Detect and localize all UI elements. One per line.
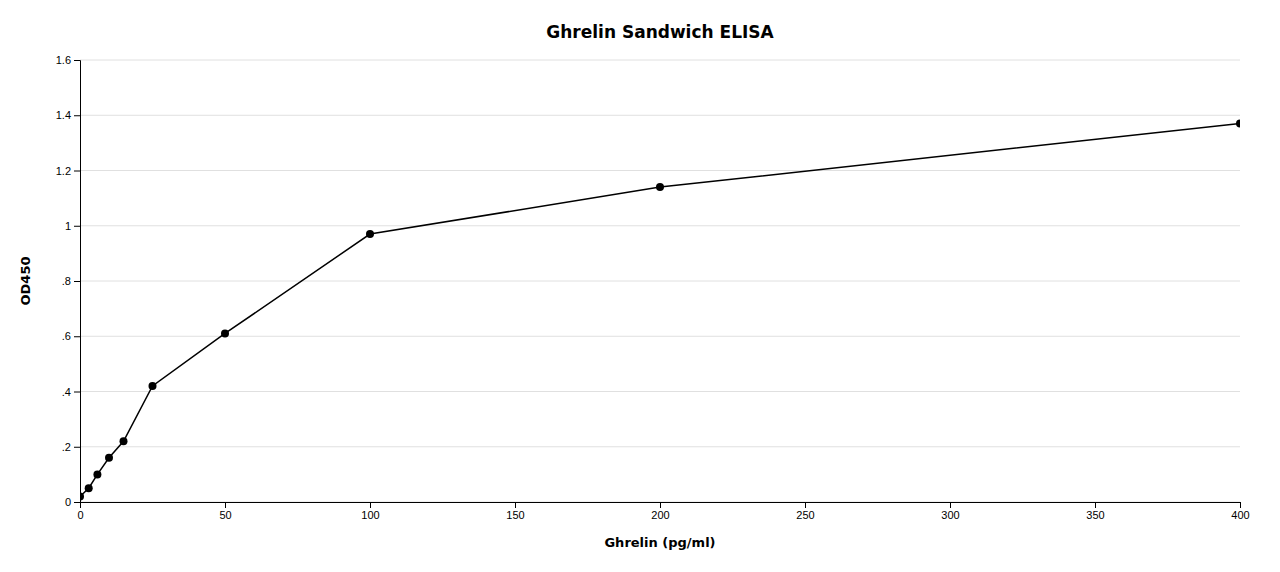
x-tick: 100 <box>361 502 379 521</box>
x-tick-mark <box>225 502 226 508</box>
y-tick: .8 <box>62 275 80 287</box>
y-tick-label: 1 <box>65 220 71 232</box>
grid <box>80 60 1240 502</box>
y-tick-mark <box>74 336 80 337</box>
y-tick-mark <box>74 502 80 503</box>
y-tick-label: 0 <box>65 496 71 508</box>
line <box>80 124 1240 497</box>
x-tick: 50 <box>219 502 231 521</box>
x-tick-mark <box>950 502 951 508</box>
point <box>221 329 229 337</box>
x-tick-mark <box>1095 502 1096 508</box>
point <box>656 183 664 191</box>
y-tick-mark <box>74 392 80 393</box>
point <box>80 492 84 500</box>
x-tick: 150 <box>506 502 524 521</box>
y-tick: 1.2 <box>56 165 80 177</box>
y-tick-label: 1.6 <box>56 54 71 66</box>
grid-line <box>80 225 1240 226</box>
x-tick: 300 <box>941 502 959 521</box>
y-tick-mark <box>74 171 80 172</box>
point <box>366 230 374 238</box>
x-tick-label: 400 <box>1231 509 1249 521</box>
x-tick: 350 <box>1086 502 1104 521</box>
grid-line <box>80 170 1240 171</box>
grid-line <box>80 336 1240 337</box>
x-tick-label: 50 <box>219 509 231 521</box>
y-tick-label: .4 <box>62 386 71 398</box>
data-layer <box>80 120 1240 501</box>
y-axis: 0 .2 .4 .6 .8 1 1.2 1.4 1.6 <box>56 54 81 508</box>
point <box>93 470 101 478</box>
x-tick-label: 150 <box>506 509 524 521</box>
grid-line <box>80 115 1240 116</box>
y-tick-label: 1.2 <box>56 165 71 177</box>
grid-line <box>80 281 1240 282</box>
x-tick-label: 350 <box>1086 509 1104 521</box>
x-tick-mark <box>1240 502 1241 508</box>
plot-area: 0 50 100 150 200 250 300 350 400 0 .2 .4 .6 .8 1 1.2 1.4… <box>56 54 1250 521</box>
y-tick: 1 <box>65 220 80 232</box>
x-tick: 0 <box>77 502 83 521</box>
x-tick: 400 <box>1231 502 1249 521</box>
y-tick-mark <box>74 226 80 227</box>
y-tick: .2 <box>62 441 80 453</box>
y-tick-mark <box>74 60 80 61</box>
x-tick: 200 <box>651 502 669 521</box>
grid-line <box>80 391 1240 392</box>
y-tick: .6 <box>62 330 80 342</box>
x-tick-label: 300 <box>941 509 959 521</box>
grid-line <box>80 446 1240 447</box>
y-tick-mark <box>74 115 80 116</box>
y-tick-label: .8 <box>62 275 71 287</box>
x-tick-label: 100 <box>361 509 379 521</box>
y-tick: 0 <box>65 496 80 508</box>
y-tick: .4 <box>62 386 80 398</box>
y-axis-title: OD450 <box>18 257 33 306</box>
title: Ghrelin Sandwich ELISA <box>546 22 774 42</box>
y-tick-label: .2 <box>62 441 71 453</box>
x-axis-line <box>81 503 1241 509</box>
point <box>1236 120 1240 128</box>
x-tick-mark <box>660 502 661 508</box>
chart: 0 50 100 150 200 250 300 350 400 0 .2 .4 .6 .8 1 1.2 1.4… <box>0 0 1280 572</box>
point <box>120 437 128 445</box>
y-tick-label: .6 <box>62 330 71 342</box>
point <box>105 454 113 462</box>
x-tick-mark <box>515 502 516 508</box>
y-tick: 1.6 <box>56 54 80 66</box>
x-axis: 0 50 100 150 200 250 300 350 400 <box>77 502 1249 521</box>
grid-line <box>80 60 1240 61</box>
x-tick-label: 250 <box>796 509 814 521</box>
point <box>85 484 93 492</box>
x-axis-title: Ghrelin (pg/ml) <box>604 535 715 550</box>
x-tick-mark <box>370 502 371 508</box>
y-tick-mark <box>74 447 80 448</box>
y-axis-line <box>74 61 81 503</box>
y-tick-label: 1.4 <box>56 109 71 121</box>
x-tick-mark <box>805 502 806 508</box>
x-tick-label: 200 <box>651 509 669 521</box>
point <box>149 382 157 390</box>
y-tick: 1.4 <box>56 109 80 121</box>
x-tick: 250 <box>796 502 814 521</box>
x-tick-label: 0 <box>77 509 83 521</box>
y-tick-mark <box>74 281 80 282</box>
